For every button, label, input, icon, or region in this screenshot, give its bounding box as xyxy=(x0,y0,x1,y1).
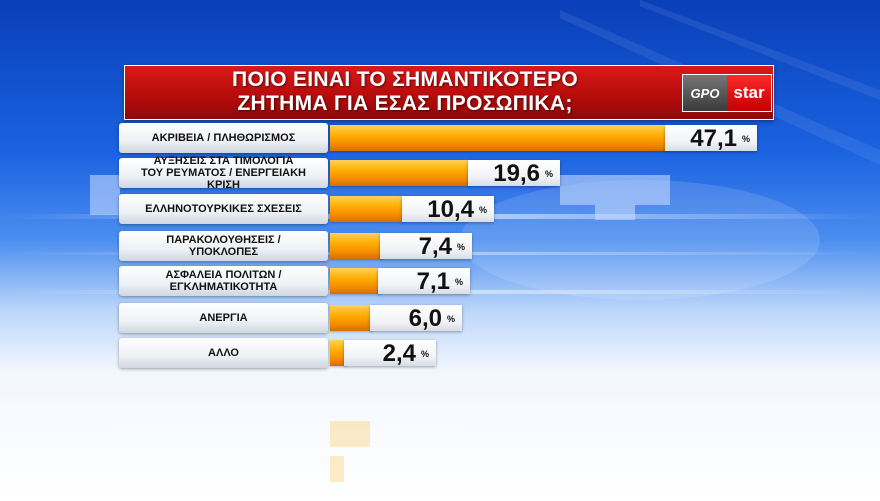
chart-reflection xyxy=(0,401,880,501)
logo-gpo: GPO xyxy=(683,75,727,111)
category-label-line: ΤΟΥ ΡΕΥΜΑΤΟΣ / ΕΝΕΡΓΕΙΑΚΗ ΚΡΙΣΗ xyxy=(140,167,306,191)
data-label: 19,6 xyxy=(493,160,540,187)
bar-row: ΕΛΛΗΝΟΤΟΥΡΚΙΚΕΣ ΣΧΕΣΕΙΣ 10,4% xyxy=(0,194,880,224)
data-label: 47,1 xyxy=(690,125,737,152)
category-label-line: ΕΓΚΛΗΜΑΤΙΚΟΤΗΤΑ xyxy=(169,281,278,293)
title-line-1: ΠΟΙΟ ΕΙΝΑΙ ΤΟ ΣΗΜΑΝΤΙΚΟΤΕΡΟ xyxy=(231,68,579,91)
category-label-line: ΑΣΦΑΛΕΙΑ ΠΟΛΙΤΩΝ / xyxy=(165,269,282,281)
title-line-2: ΖΗΤΗΜΑ ΓΙΑ ΕΣΑΣ ΠΡΟΣΩΠΙΚΑ; xyxy=(237,92,573,115)
value-box: 19,6% xyxy=(468,160,560,187)
category-label: ΑΣΦΑΛΕΙΑ ΠΟΛΙΤΩΝ / ΕΓΚΛΗΜΑΤΙΚΟΤΗΤΑ xyxy=(119,266,328,296)
value-box: 2,4% xyxy=(344,340,436,367)
category-label: ΑΥΞΗΣΕΙΣ ΣΤΑ ΤΙΜΟΛΟΓΙΑ ΤΟΥ ΡΕΥΜΑΤΟΣ / ΕΝΕ… xyxy=(119,155,328,191)
percent-sign: % xyxy=(478,205,487,215)
category-label-line: ΠΑΡΑΚΟΛΟΥΘΗΣΕΙΣ / xyxy=(166,234,281,246)
bar-row: ΑΚΡΙΒΕΙΑ / ΠΛΗΘΩΡΙΣΜΟΣ 47,1% xyxy=(0,123,880,153)
percent-sign: % xyxy=(420,349,429,359)
bar-row: ΑΝΕΡΓΙΑ 6,0% xyxy=(0,303,880,333)
category-label: ΑΝΕΡΓΙΑ xyxy=(119,303,328,333)
bar-row: ΑΥΞΗΣΕΙΣ ΣΤΑ ΤΙΜΟΛΟΓΙΑ ΤΟΥ ΡΕΥΜΑΤΟΣ / ΕΝΕ… xyxy=(0,155,880,191)
reflection-label xyxy=(119,419,328,449)
category-label: ΕΛΛΗΝΟΤΟΥΡΚΙΚΕΣ ΣΧΕΣΕΙΣ xyxy=(119,194,328,224)
percent-sign: % xyxy=(741,134,750,144)
value-box: 6,0% xyxy=(370,305,462,332)
value-box: 47,1% xyxy=(665,125,757,152)
category-label-line: ΑΚΡΙΒΕΙΑ / ΠΛΗΘΩΡΙΣΜΟΣ xyxy=(151,132,296,144)
category-label-line: ΑΛΛΟ xyxy=(208,347,239,359)
bar-row: ΑΛΛΟ 2,4% xyxy=(0,338,880,368)
category-label-line: ΥΠΟΚΛΟΠΕΣ xyxy=(188,246,259,258)
reflection-value-box xyxy=(344,456,436,482)
percent-sign: % xyxy=(544,169,553,179)
data-label: 6,0 xyxy=(408,305,442,332)
bar-row: ΑΣΦΑΛΕΙΑ ΠΟΛΙΤΩΝ / ΕΓΚΛΗΜΑΤΙΚΟΤΗΤΑ 7,1% xyxy=(0,266,880,296)
percent-sign: % xyxy=(454,277,463,287)
data-label: 2,4 xyxy=(382,340,416,367)
data-label: 7,1 xyxy=(416,268,450,295)
reflection-row xyxy=(0,454,880,484)
title-banner: ΠΟΙΟ ΕΙΝΑΙ ΤΟ ΣΗΜΑΝΤΙΚΟΤΕΡΟ ΖΗΤΗΜΑ ΓΙΑ Ε… xyxy=(124,65,774,120)
value-box: 7,1% xyxy=(378,268,470,295)
category-label: ΑΚΡΙΒΕΙΑ / ΠΛΗΘΩΡΙΣΜΟΣ xyxy=(119,123,328,153)
reflection-row xyxy=(0,419,880,449)
bar xyxy=(330,233,383,259)
reflection-bar xyxy=(330,421,373,447)
chart-title: ΠΟΙΟ ΕΙΝΑΙ ΤΟ ΣΗΜΑΝΤΙΚΟΤΕΡΟ ΖΗΤΗΜΑ ΓΙΑ Ε… xyxy=(125,68,685,116)
category-label-line: ΑΝΕΡΓΙΑ xyxy=(199,312,248,324)
bar xyxy=(330,160,471,186)
category-label: ΑΛΛΟ xyxy=(119,338,328,368)
bar-row: ΠΑΡΑΚΟΛΟΥΘΗΣΕΙΣ / ΥΠΟΚΛΟΠΕΣ 7,4% xyxy=(0,231,880,261)
bar xyxy=(330,268,381,294)
bar xyxy=(330,196,405,222)
category-label-line: ΕΛΛΗΝΟΤΟΥΡΚΙΚΕΣ ΣΧΕΣΕΙΣ xyxy=(145,203,302,215)
category-label-line: ΑΥΞΗΣΕΙΣ ΣΤΑ ΤΙΜΟΛΟΓΙΑ xyxy=(153,155,294,167)
bar xyxy=(330,340,347,366)
logo-star: star xyxy=(727,75,771,111)
bar xyxy=(330,305,373,331)
reflection-value-box xyxy=(370,421,462,447)
bar xyxy=(330,125,668,151)
data-label: 7,4 xyxy=(418,233,452,260)
data-label: 10,4 xyxy=(427,196,474,223)
percent-sign: % xyxy=(456,242,465,252)
category-label: ΠΑΡΑΚΟΛΟΥΘΗΣΕΙΣ / ΥΠΟΚΛΟΠΕΣ xyxy=(119,231,328,261)
percent-sign: % xyxy=(446,314,455,324)
value-box: 10,4% xyxy=(402,196,494,223)
reflection-label xyxy=(119,454,328,484)
value-box: 7,4% xyxy=(380,233,472,260)
gpo-star-logo: GPO star xyxy=(682,74,772,112)
